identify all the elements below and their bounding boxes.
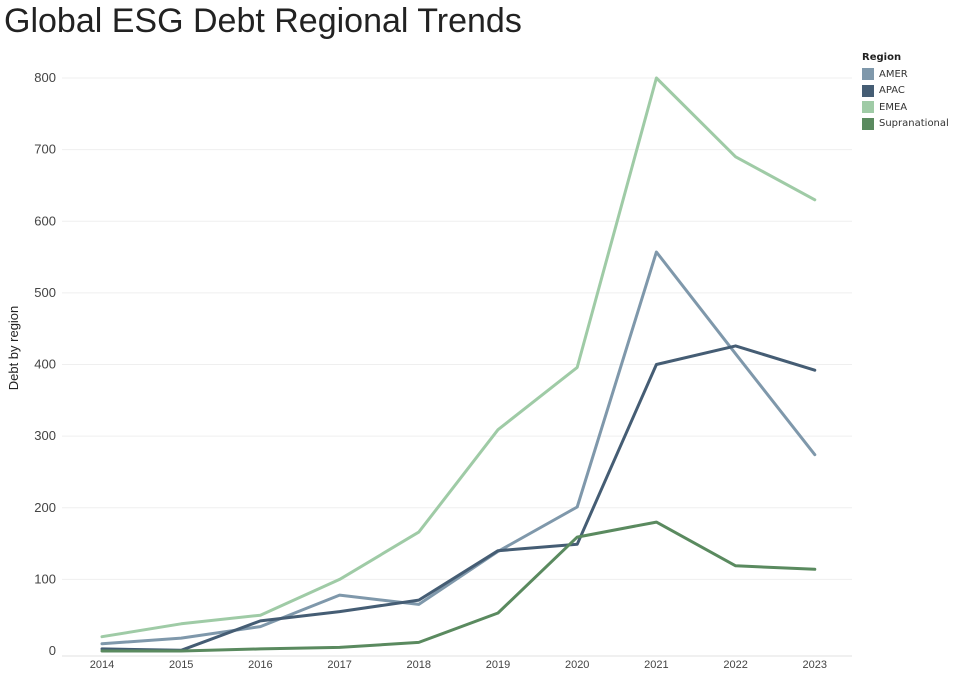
x-tick-label: 2022 bbox=[723, 659, 747, 671]
legend-swatch bbox=[862, 84, 874, 97]
x-tick-label: 2016 bbox=[248, 659, 272, 671]
series-line-supranational bbox=[100, 520, 817, 653]
y-tick-label: 300 bbox=[34, 428, 56, 443]
y-tick-label: 400 bbox=[34, 357, 56, 372]
legend-item-emea[interactable]: EMEA bbox=[862, 99, 949, 116]
legend-item-apac[interactable]: APAC bbox=[862, 83, 949, 100]
x-tick-label: 2018 bbox=[407, 659, 431, 671]
x-tick-label: 2017 bbox=[327, 659, 351, 671]
y-tick-label: 100 bbox=[34, 571, 56, 586]
series-line-apac bbox=[100, 344, 817, 652]
y-axis-label: Debt by region bbox=[6, 306, 21, 391]
legend-swatch bbox=[862, 101, 874, 114]
y-axis-ticks: 0 100 200 300 400 500 600 700 800 bbox=[34, 70, 56, 658]
legend-label: EMEA bbox=[879, 101, 908, 113]
legend-label: Supranational bbox=[879, 118, 949, 130]
legend-swatch bbox=[862, 68, 874, 81]
series-line-amer bbox=[100, 250, 817, 646]
x-tick-label: 2023 bbox=[803, 659, 827, 671]
legend-label: AMER bbox=[879, 68, 908, 80]
y-tick-label: 200 bbox=[34, 500, 56, 515]
x-tick-label: 2020 bbox=[565, 659, 589, 671]
y-tick-label: 500 bbox=[34, 285, 56, 300]
x-tick-label: 2021 bbox=[644, 659, 668, 671]
legend-item-supranational[interactable]: Supranational bbox=[862, 116, 949, 133]
y-tick-label: 700 bbox=[34, 142, 56, 157]
y-tick-label: 600 bbox=[34, 213, 56, 228]
series-line-emea bbox=[100, 76, 817, 639]
legend: Region AMER APAC EMEA Supranational bbox=[862, 52, 949, 132]
x-tick-label: 2014 bbox=[90, 659, 114, 671]
legend-item-amer[interactable]: AMER bbox=[862, 66, 949, 83]
y-tick-label: 0 bbox=[49, 643, 56, 658]
x-axis-ticks: 2014 2015 2016 2017 2018 2019 2020 2021 2022 2023 bbox=[90, 659, 827, 671]
x-tick-label: 2015 bbox=[169, 659, 193, 671]
legend-swatch bbox=[862, 117, 874, 130]
series-lines bbox=[100, 76, 817, 653]
legend-title: Region bbox=[862, 52, 902, 63]
y-tick-label: 800 bbox=[34, 70, 56, 85]
legend-label: APAC bbox=[879, 85, 905, 97]
x-tick-label: 2019 bbox=[486, 659, 510, 671]
gridlines bbox=[62, 77, 852, 657]
chart-title: Global ESG Debt Regional Trends bbox=[4, 2, 522, 40]
